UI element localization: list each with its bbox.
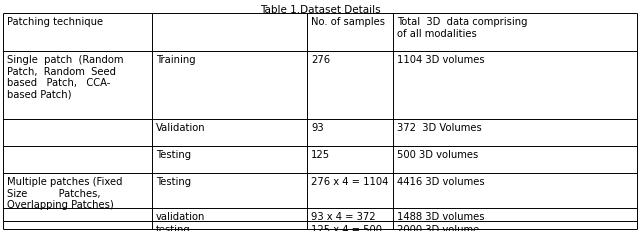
Text: 276: 276 <box>311 55 330 65</box>
Text: 372  3D Volumes: 372 3D Volumes <box>397 122 482 132</box>
Text: Testing: Testing <box>156 149 191 159</box>
Text: 93 x 4 = 372: 93 x 4 = 372 <box>311 211 376 221</box>
Text: 1488 3D volumes: 1488 3D volumes <box>397 211 484 221</box>
Text: Single  patch  (Random
Patch,  Random  Seed
based   Patch,   CCA-
based Patch): Single patch (Random Patch, Random Seed … <box>7 55 124 99</box>
Text: 1104 3D volumes: 1104 3D volumes <box>397 55 484 65</box>
Text: 93: 93 <box>311 122 324 132</box>
Text: 125: 125 <box>311 149 330 159</box>
Text: Testing: Testing <box>156 176 191 186</box>
Text: 276 x 4 = 1104: 276 x 4 = 1104 <box>311 176 388 186</box>
Text: Validation: Validation <box>156 122 205 132</box>
Text: 4416 3D volumes: 4416 3D volumes <box>397 176 484 186</box>
Text: Table 1.Dataset Details: Table 1.Dataset Details <box>260 5 380 15</box>
Text: validation: validation <box>156 211 205 221</box>
Text: 500 3D volumes: 500 3D volumes <box>397 149 478 159</box>
Text: testing: testing <box>156 224 191 231</box>
Text: Patching technique: Patching technique <box>7 17 103 27</box>
Text: Total  3D  data comprising
of all modalities: Total 3D data comprising of all modaliti… <box>397 17 527 38</box>
Text: Training: Training <box>156 55 196 65</box>
Text: No. of samples: No. of samples <box>311 17 385 27</box>
Text: 125 x 4 = 500: 125 x 4 = 500 <box>311 224 382 231</box>
Text: Multiple patches (Fixed
Size          Patches,
Overlapping Patches): Multiple patches (Fixed Size Patches, Ov… <box>7 176 122 209</box>
Text: 2000 3D volume: 2000 3D volume <box>397 224 479 231</box>
